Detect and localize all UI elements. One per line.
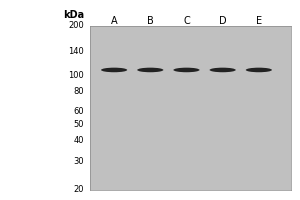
Ellipse shape (101, 68, 127, 72)
Ellipse shape (173, 68, 200, 72)
Text: D: D (219, 16, 226, 26)
Text: 200: 200 (68, 21, 84, 30)
Ellipse shape (210, 68, 236, 72)
Text: 40: 40 (74, 136, 84, 145)
Ellipse shape (246, 68, 272, 72)
Text: A: A (111, 16, 117, 26)
Text: 80: 80 (74, 87, 84, 96)
Text: B: B (147, 16, 154, 26)
Text: 50: 50 (74, 120, 84, 129)
Text: E: E (256, 16, 262, 26)
Text: 100: 100 (68, 71, 84, 80)
Text: C: C (183, 16, 190, 26)
Text: 20: 20 (74, 186, 84, 194)
Text: kDa: kDa (63, 10, 84, 20)
Ellipse shape (137, 68, 164, 72)
Text: 60: 60 (74, 107, 84, 116)
Text: 30: 30 (74, 157, 84, 166)
Text: 140: 140 (68, 47, 84, 56)
